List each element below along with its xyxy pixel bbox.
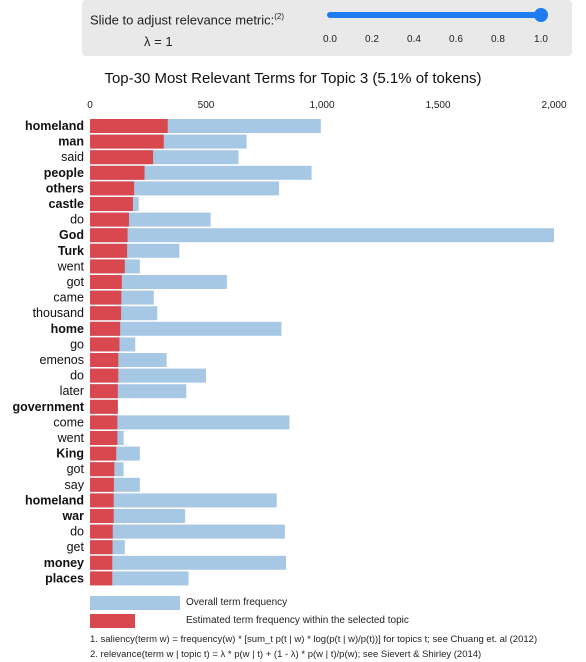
term-label[interactable]: government — [12, 400, 84, 414]
footnote-relevance: 2. relevance(term w | topic t) = λ * p(w… — [90, 649, 482, 660]
bar-overall-frequency[interactable] — [90, 415, 290, 430]
term-label[interactable]: went — [57, 431, 85, 445]
term-label[interactable]: got — [67, 462, 85, 476]
bar-overall-frequency[interactable] — [90, 165, 312, 180]
legend-swatch-overall — [90, 596, 180, 610]
term-label[interactable]: come — [53, 415, 84, 429]
bar-topic-frequency[interactable] — [90, 384, 118, 399]
lambda-value: λ = 1 — [144, 34, 173, 49]
bar-topic-frequency[interactable] — [90, 477, 114, 492]
bar-topic-frequency[interactable] — [90, 150, 154, 165]
bar-topic-frequency[interactable] — [90, 321, 121, 336]
term-label[interactable]: castle — [49, 197, 84, 211]
bar-topic-frequency[interactable] — [90, 540, 113, 555]
x-tick-label: 2,000 — [541, 100, 566, 111]
bar-overall-frequency[interactable] — [90, 321, 282, 336]
bar-topic-frequency[interactable] — [90, 197, 133, 211]
chart-title: Top-30 Most Relevant Terms for Topic 3 (… — [104, 70, 482, 87]
legend-label-topic: Estimated term frequency within the sele… — [186, 615, 409, 626]
relevance-slider-thumb[interactable] — [534, 8, 548, 22]
x-tick-label: 1,500 — [425, 100, 450, 111]
bar-topic-frequency[interactable] — [90, 353, 119, 367]
term-label[interactable]: go — [70, 337, 84, 351]
slider-tick: 1.0 — [534, 34, 548, 45]
bar-overall-frequency[interactable] — [90, 368, 206, 383]
x-tick-label: 500 — [198, 100, 215, 111]
slider-label: Slide to adjust relevance metric:(2) — [90, 12, 285, 28]
term-label[interactable]: do — [70, 369, 84, 383]
bar-topic-frequency[interactable] — [90, 181, 135, 196]
slider-tick: 0.0 — [323, 34, 337, 45]
term-label[interactable]: money — [44, 556, 84, 570]
term-label[interactable]: homeland — [25, 493, 84, 507]
term-label[interactable]: others — [46, 181, 84, 195]
bar-overall-frequency[interactable] — [90, 228, 554, 243]
bar-overall-frequency[interactable] — [90, 524, 285, 539]
bar-topic-frequency[interactable] — [90, 134, 164, 149]
term-label[interactable]: do — [70, 525, 84, 539]
bar-topic-frequency[interactable] — [90, 337, 120, 352]
bar-topic-frequency[interactable] — [90, 509, 114, 523]
term-label[interactable]: war — [61, 509, 84, 523]
term-label[interactable]: people — [44, 166, 84, 180]
slider-tick: 0.2 — [365, 34, 379, 45]
x-tick-label: 1,000 — [309, 100, 334, 111]
term-label[interactable]: came — [53, 291, 84, 305]
bar-topic-frequency[interactable] — [90, 228, 128, 243]
term-label[interactable]: man — [58, 135, 84, 149]
term-label[interactable]: homeland — [25, 119, 84, 133]
bar-topic-frequency[interactable] — [90, 259, 125, 274]
slider-tick: 0.6 — [449, 34, 463, 45]
bar-overall-frequency[interactable] — [90, 509, 186, 523]
relevance-slider-track[interactable] — [327, 12, 541, 18]
term-label[interactable]: Turk — [58, 244, 84, 258]
term-label[interactable]: later — [60, 384, 84, 398]
term-label[interactable]: thousand — [33, 306, 84, 320]
term-label[interactable]: God — [59, 228, 84, 242]
slider-tick: 0.4 — [407, 34, 421, 45]
term-label[interactable]: emenos — [40, 353, 84, 367]
x-tick-label: 0 — [87, 100, 93, 111]
bar-topic-frequency[interactable] — [90, 275, 122, 289]
bar-topic-frequency[interactable] — [90, 165, 145, 180]
bar-topic-frequency[interactable] — [90, 555, 113, 570]
bar-overall-frequency[interactable] — [90, 181, 280, 196]
bar-overall-frequency[interactable] — [90, 493, 277, 508]
term-label[interactable]: home — [51, 322, 84, 336]
relevance-slider-panel: Slide to adjust relevance metric:(2) λ =… — [82, 0, 572, 56]
term-label[interactable]: got — [67, 275, 85, 289]
bar-topic-frequency[interactable] — [90, 243, 128, 258]
bar-topic-frequency[interactable] — [90, 399, 118, 414]
bar-topic-frequency[interactable] — [90, 368, 119, 383]
bar-overall-frequency[interactable] — [90, 275, 227, 289]
bar-topic-frequency[interactable] — [90, 290, 122, 305]
bar-overall-frequency[interactable] — [90, 571, 189, 586]
bar-topic-frequency[interactable] — [90, 571, 113, 586]
bar-topic-frequency[interactable] — [90, 446, 117, 461]
term-label[interactable]: King — [56, 447, 84, 461]
term-label[interactable]: went — [57, 259, 85, 273]
bar-topic-frequency[interactable] — [90, 524, 113, 539]
slider-tick: 0.8 — [491, 34, 505, 45]
term-label[interactable]: get — [67, 540, 85, 554]
bar-topic-frequency[interactable] — [90, 462, 115, 477]
term-label[interactable]: said — [61, 150, 84, 164]
term-label[interactable]: places — [45, 571, 84, 585]
legend-swatch-topic — [90, 614, 135, 628]
term-label[interactable]: do — [70, 213, 84, 227]
term-label[interactable]: say — [65, 478, 85, 492]
bar-topic-frequency[interactable] — [90, 415, 118, 430]
bar-overall-frequency[interactable] — [90, 555, 287, 570]
bar-topic-frequency[interactable] — [90, 431, 118, 445]
bar-topic-frequency[interactable] — [90, 119, 168, 133]
bar-topic-frequency[interactable] — [90, 212, 129, 227]
legend-label-overall: Overall term frequency — [186, 597, 288, 608]
bar-topic-frequency[interactable] — [90, 306, 122, 321]
bar-topic-frequency[interactable] — [90, 493, 114, 508]
footnote-saliency: 1. saliency(term w) = frequency(w) * [su… — [90, 634, 538, 645]
